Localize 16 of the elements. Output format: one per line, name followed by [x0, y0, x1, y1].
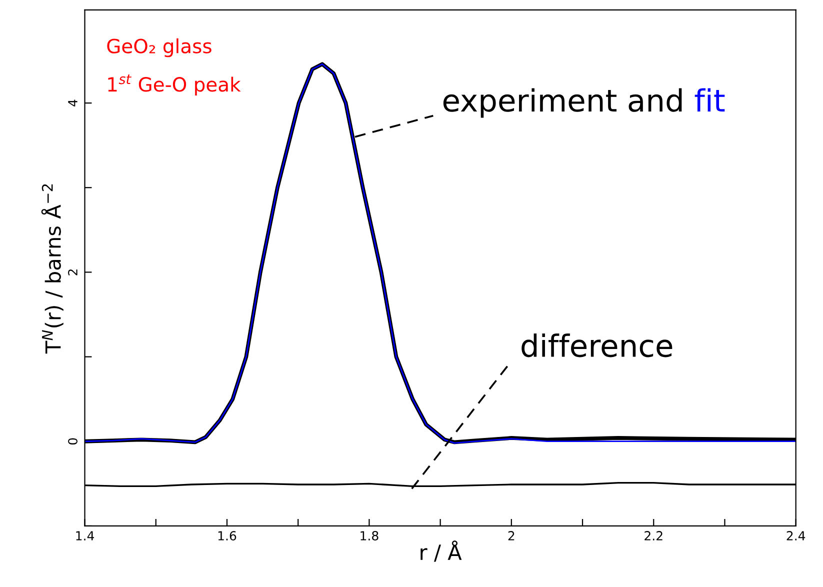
text: fit — [694, 88, 725, 112]
x-tick-label: 1.4 — [76, 531, 94, 540]
x-tick-label: 1.6 — [218, 531, 236, 540]
annotation: GeO₂ glass — [107, 38, 212, 58]
x-axis-title: r / Å — [420, 540, 462, 562]
y-tick-label: 0 — [68, 438, 78, 445]
annotation: difference — [522, 334, 672, 358]
x-tick-label: 2.2 — [644, 531, 662, 540]
y-tick-label: 4 — [68, 100, 78, 106]
x-tick-label: 1.8 — [360, 531, 378, 540]
annotation: experiment and — [443, 88, 682, 118]
x-tick-label: 2.4 — [786, 531, 806, 540]
y-axis-title: T$^{N}$(r) / barns Å$^{−2}$ — [41, 184, 64, 354]
y-tick-label: 2 — [68, 269, 78, 276]
x-tick-label: 2 — [508, 531, 514, 540]
annotation: 1$^{st}$ Ge-O peak — [108, 74, 241, 96]
